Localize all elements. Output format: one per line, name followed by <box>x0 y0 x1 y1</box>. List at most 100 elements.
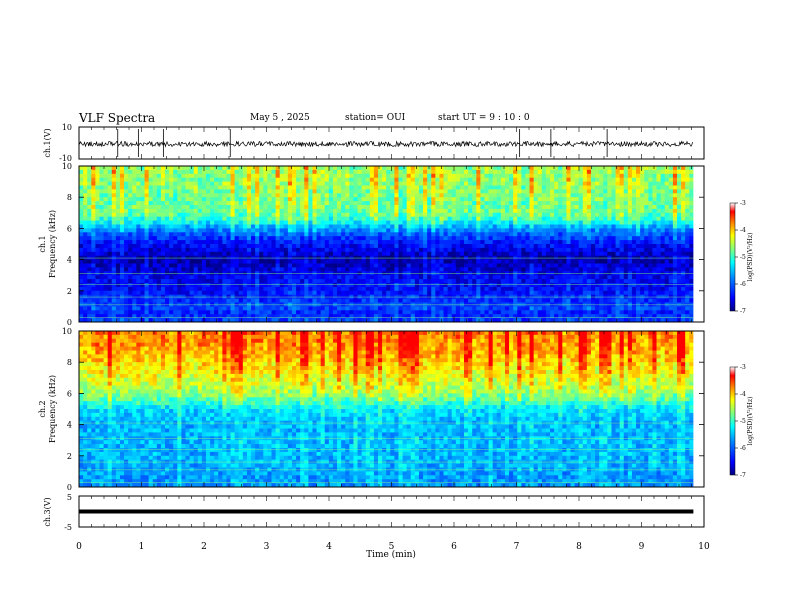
spectrogram-cell <box>550 224 555 229</box>
spectrogram-cell <box>644 201 649 206</box>
spectrogram-cell <box>668 181 674 186</box>
spectrogram-cell <box>537 283 543 288</box>
spectrogram-cell <box>304 236 309 241</box>
spectrogram-cell <box>291 267 297 272</box>
spectrogram-cell <box>296 197 301 202</box>
spectrogram-cell <box>676 216 682 221</box>
spectrogram-cell <box>79 228 84 233</box>
spectrogram-cell <box>115 283 121 288</box>
spectrogram-cell <box>111 224 117 229</box>
spectrogram-cell <box>423 283 428 288</box>
spectrogram-cell <box>230 189 236 194</box>
spectrogram-cell <box>496 220 502 225</box>
spectrogram-cell <box>631 166 637 171</box>
spectrogram-cell <box>152 224 158 229</box>
spectrogram-cell <box>267 263 272 268</box>
spectrogram-cell <box>128 275 133 280</box>
spectrogram-cell <box>140 189 145 194</box>
spectrogram-cell <box>115 181 121 186</box>
spectrogram-cell <box>144 290 150 296</box>
spectrogram-cell <box>337 166 342 171</box>
spectrogram-cell <box>382 286 387 292</box>
spectrogram-cell <box>144 205 150 210</box>
spectrogram-cell <box>398 267 403 272</box>
spectrogram-cell <box>480 267 485 272</box>
spectrogram-cell <box>115 247 121 253</box>
spectrogram-cell <box>357 181 363 186</box>
spectrogram-cell <box>263 283 268 288</box>
spectrogram-cell <box>619 244 625 249</box>
spectrogram-cell <box>636 205 641 210</box>
spectrogram-cell <box>480 259 485 264</box>
spectrogram-cell <box>271 290 276 296</box>
spectrogram-cell <box>242 208 248 214</box>
spectrogram-cell <box>271 236 276 241</box>
spectrogram-cell <box>660 244 666 249</box>
spectrogram-cell <box>631 275 637 280</box>
spectrogram-cell <box>574 185 580 190</box>
spectrogram-cell <box>279 197 285 202</box>
spectrogram-cell <box>644 224 649 229</box>
spectrogram-cell <box>447 290 453 296</box>
spectrogram-cell <box>210 220 215 225</box>
spectrogram-cell <box>676 247 682 253</box>
spectrogram-cell <box>611 224 616 229</box>
spectrogram-cell <box>291 201 297 206</box>
spectrogram-cell <box>365 193 371 198</box>
spectrogram-cell <box>337 216 342 221</box>
spectrogram-cell <box>623 279 629 284</box>
spectrogram-cell <box>304 228 309 233</box>
spectrogram-cell <box>148 240 154 245</box>
spectrogram-cell <box>582 286 588 292</box>
spectrogram-cell <box>361 286 367 292</box>
spectrogram-cell <box>271 247 276 253</box>
spectrogram-cell <box>472 201 477 206</box>
spectrogram-cell <box>267 275 272 280</box>
spectrogram-cell <box>636 236 641 241</box>
spectrogram-cell <box>558 177 563 182</box>
spectrogram-cell <box>160 169 166 175</box>
spectrogram-cell <box>431 208 436 214</box>
spectrogram-cell <box>279 244 285 249</box>
spectrogram-cell <box>132 177 137 182</box>
spectrogram-cell <box>357 220 363 225</box>
spectrogram-cell <box>500 244 506 249</box>
spectrogram-cell <box>115 290 121 296</box>
spectrogram-cell <box>115 189 121 194</box>
spectrogram-cell <box>242 251 248 257</box>
spectrogram-cell <box>316 181 322 186</box>
spectrogram-cell <box>545 205 551 210</box>
spectrogram-cell <box>193 236 199 241</box>
spectrogram-cell <box>349 169 354 175</box>
spectrogram-cell <box>619 290 625 296</box>
spectrogram-cell <box>148 197 154 202</box>
spectrogram-cell <box>402 290 408 296</box>
spectrogram-cell <box>394 212 399 218</box>
spectrogram-cell <box>214 251 219 257</box>
spectrogram-cell <box>152 197 158 202</box>
spectrogram-cell <box>386 166 391 171</box>
spectrogram-cell <box>95 205 100 210</box>
spectrogram-cell <box>603 286 608 292</box>
spectrogram-cell <box>418 166 424 171</box>
spectrogram-cell <box>95 267 100 272</box>
spectrogram-cell <box>631 236 637 241</box>
spectrogram-cell <box>173 185 178 190</box>
spectrogram-cell <box>423 193 428 198</box>
spectrogram-cell <box>672 228 678 233</box>
spectrogram-cell <box>189 173 195 179</box>
spectrogram-cell <box>537 201 543 206</box>
spectrogram-cell <box>521 275 526 280</box>
spectrogram-cell <box>644 236 649 241</box>
spectrogram-cell <box>328 267 334 272</box>
spectrogram-cell <box>443 240 449 245</box>
spectrogram-cell <box>668 169 674 175</box>
spectrogram-cell <box>427 251 432 257</box>
spectrogram-cell <box>291 173 297 179</box>
spectrogram-cell <box>664 286 670 292</box>
spectrogram-cell <box>300 189 305 194</box>
spectrogram-cell <box>165 216 170 221</box>
spectrogram-cell <box>132 279 137 284</box>
spectrogram-cell <box>214 247 219 253</box>
spectrogram-cell <box>296 169 301 175</box>
